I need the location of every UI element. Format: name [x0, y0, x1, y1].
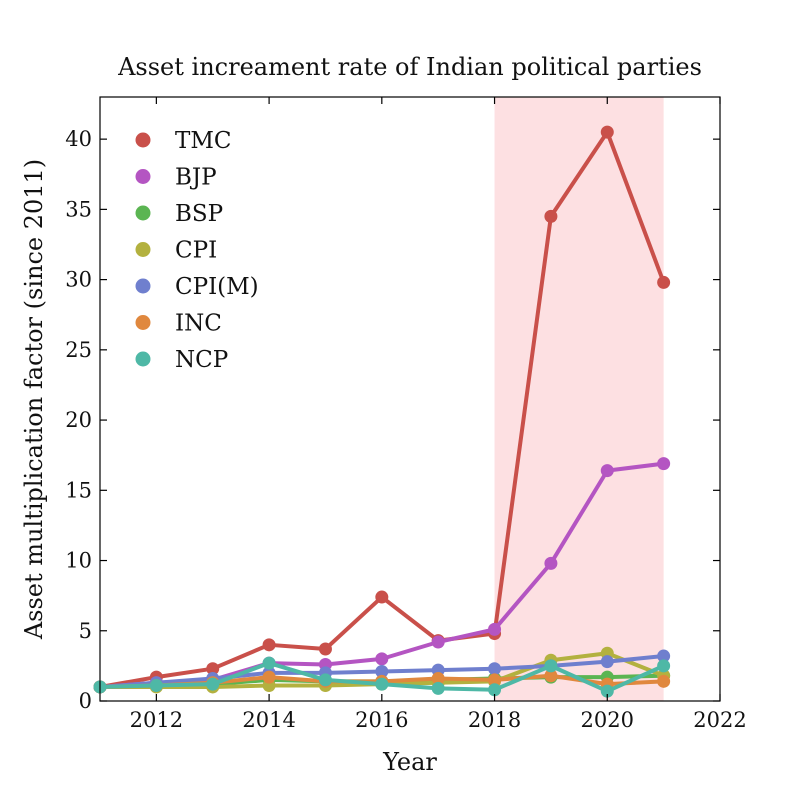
data-point [544, 669, 558, 683]
legend-marker [135, 351, 151, 367]
x-tick-label: 2014 [242, 708, 295, 732]
data-point [206, 662, 220, 676]
y-tick-label: 10 [65, 549, 92, 573]
data-point [262, 670, 276, 684]
plot-frame [99, 96, 721, 702]
y-tick-label: 0 [79, 689, 92, 713]
data-point [431, 672, 445, 686]
highlight-band [494, 97, 664, 701]
legend-label: NCP [175, 347, 228, 373]
data-point [657, 674, 671, 688]
data-point [206, 677, 220, 691]
legend-label: CPI [175, 238, 217, 264]
data-point [600, 464, 614, 478]
data-point [262, 638, 276, 652]
data-point [657, 457, 671, 471]
ticks-layer: 2012 2014 2016 2018 2020 2022 0 5 10 15 20 25 30 35 40 [65, 97, 747, 732]
data-point [544, 556, 558, 570]
x-tick-label: 2016 [355, 708, 408, 732]
legend-marker [135, 278, 151, 294]
data-point [318, 642, 332, 656]
y-tick-label: 35 [65, 197, 92, 221]
series-layer [93, 125, 671, 698]
data-point [488, 673, 502, 687]
data-point [262, 656, 276, 670]
highlight-band-layer [494, 97, 664, 701]
data-point [375, 677, 389, 691]
data-point [375, 665, 389, 679]
x-tick-label: 2018 [468, 708, 521, 732]
x-tick-label: 2020 [581, 708, 634, 732]
y-tick-label: 20 [65, 408, 92, 432]
legend-label: CPI(M) [175, 274, 259, 300]
legend-marker [135, 242, 151, 257]
legend-label: TMC [175, 128, 232, 154]
data-point [600, 655, 614, 669]
x-tick-label: 2022 [693, 708, 746, 732]
legend-marker [135, 315, 151, 330]
data-point [488, 662, 502, 676]
data-point [431, 681, 445, 695]
data-point [375, 652, 389, 666]
legend-label: BSP [175, 201, 223, 227]
data-point [149, 679, 163, 693]
legend-marker [135, 169, 151, 184]
legend-marker [135, 205, 151, 221]
data-point [431, 635, 445, 649]
legend: TMC BJP BSP CPI CPI(M) INC NCP [135, 128, 259, 373]
y-axis-label: Asset multiplication factor (since 2011) [20, 159, 48, 640]
data-point [657, 659, 671, 673]
x-tick-label: 2012 [130, 708, 183, 732]
legend-marker [135, 132, 151, 148]
x-axis-label: Year [382, 748, 437, 776]
data-point [488, 683, 502, 697]
y-tick-label: 25 [65, 338, 92, 362]
legend-label: BJP [175, 165, 217, 191]
data-point [600, 684, 614, 698]
data-point [544, 659, 558, 673]
data-point [318, 673, 332, 687]
chart-title: Asset increament rate of Indian politica… [117, 53, 702, 81]
y-tick-label: 30 [65, 268, 92, 292]
y-tick-label: 40 [65, 127, 92, 151]
data-point [488, 622, 502, 636]
y-tick-label: 5 [79, 619, 92, 643]
data-point [657, 275, 671, 289]
y-tick-label: 15 [65, 478, 92, 502]
data-point [657, 649, 671, 663]
legend-label: INC [175, 311, 222, 337]
data-point [544, 209, 558, 223]
data-point [600, 125, 614, 139]
data-point [375, 590, 389, 604]
